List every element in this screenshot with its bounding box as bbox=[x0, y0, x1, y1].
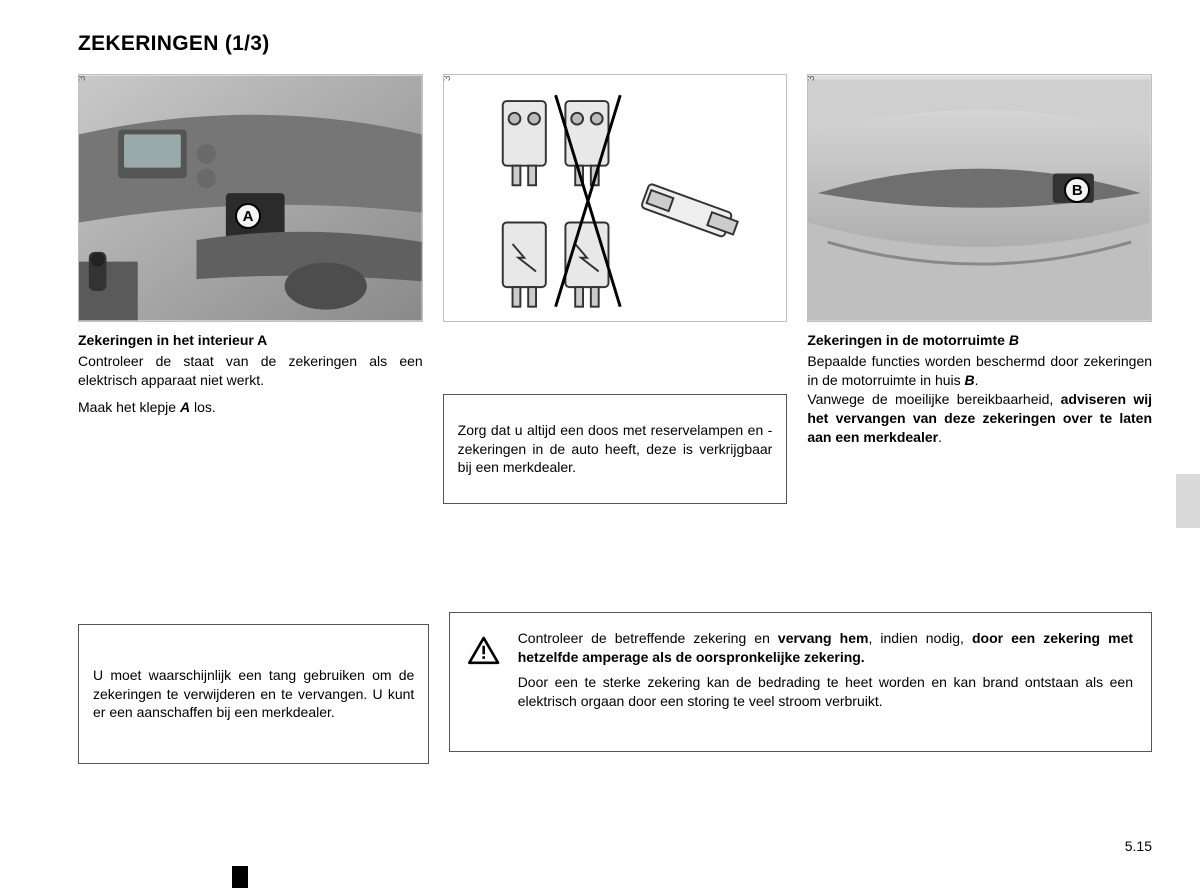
col3-heading: Zekeringen in de motorruimte B bbox=[807, 332, 1152, 348]
figure-id-left: 36993 bbox=[78, 74, 88, 81]
footer-mark bbox=[232, 866, 248, 888]
col3-p1-ital: B bbox=[965, 372, 975, 388]
col1-bottom-wrap: U moet waarschijnlijk een tang gebrui­ke… bbox=[78, 524, 429, 764]
col2-box1-text: Zorg dat u altijd een doos met reserve­l… bbox=[458, 421, 773, 478]
col1-p2-post: los. bbox=[190, 399, 216, 415]
col3-p2: Vanwege de moeilijke bereikbaarheid, adv… bbox=[807, 390, 1152, 447]
engine-illustration bbox=[808, 75, 1151, 321]
column-left: 36993 A Zekeringen in het interieur A Co… bbox=[78, 74, 423, 504]
interior-illustration bbox=[79, 75, 422, 321]
warn-l1-mid: , indien nodig, bbox=[868, 630, 972, 646]
warning-line1: Controleer de betreffende zekering en ve… bbox=[518, 629, 1133, 667]
figure-interior: 36993 A bbox=[78, 74, 423, 322]
col3-p1-pre: Bepaalde functies worden beschermd door … bbox=[807, 353, 1152, 388]
col3-p2-post: . bbox=[938, 429, 942, 445]
column-middle: 32868 Zorg dat u altijd een doos met res… bbox=[443, 74, 788, 504]
figure-id-middle: 32868 bbox=[443, 74, 453, 81]
col1-box-text: U moet waarschijnlijk een tang gebrui­ke… bbox=[93, 666, 414, 723]
figure-fuses: 32868 bbox=[443, 74, 788, 322]
warning-icon bbox=[468, 629, 499, 673]
bottom-row: U moet waarschijnlijk een tang gebrui­ke… bbox=[78, 524, 1152, 764]
col1-p2: Maak het klepje A los. bbox=[78, 398, 423, 417]
col1-pliers-box: U moet waarschijnlijk een tang gebrui­ke… bbox=[78, 624, 429, 764]
fuse-illustration bbox=[444, 75, 787, 321]
warning-line2: Door een te sterke zekering kan de bedra… bbox=[518, 673, 1133, 711]
warning-text: Controleer de betreffende zekering en ve… bbox=[518, 629, 1133, 717]
page-number: 5.15 bbox=[1125, 838, 1152, 854]
col2-reserve-box: Zorg dat u altijd een doos met reserve­l… bbox=[443, 394, 788, 504]
col1-heading: Zekeringen in het interieur A bbox=[78, 332, 423, 348]
figure-engine: 37018 B bbox=[807, 74, 1152, 322]
side-tab bbox=[1176, 474, 1200, 528]
col3-p1: Bepaalde functies worden beschermd door … bbox=[807, 352, 1152, 390]
warn-l1-pre: Controleer de betreffende zekering en bbox=[518, 630, 778, 646]
warning-wrap: Controleer de betreffende zekering en ve… bbox=[449, 524, 1152, 764]
col1-p2-bold: A bbox=[180, 399, 190, 415]
col3-heading-ital: B bbox=[1009, 332, 1019, 348]
col1-p1: Controleer de staat van de zekeringen al… bbox=[78, 352, 423, 390]
col1-p2-pre: Maak het klepje bbox=[78, 399, 180, 415]
warning-box: Controleer de betreffende zekering en ve… bbox=[449, 612, 1152, 752]
column-right: 37018 B Zekeringen in de motorruimte B B… bbox=[807, 74, 1152, 504]
col3-p2-pre: Vanwege de moeilijke bereikbaarheid, bbox=[807, 391, 1060, 407]
figure-row: 36993 A Zekeringen in het interieur A Co… bbox=[78, 74, 1152, 504]
figure-id-right: 37018 bbox=[807, 74, 817, 81]
col3-heading-pre: Zekeringen in de motorruimte bbox=[807, 332, 1008, 348]
page-title: ZEKERINGEN (1/3) bbox=[78, 32, 1152, 56]
warn-l1-b1: vervang hem bbox=[778, 630, 869, 646]
col3-p1-post: . bbox=[975, 372, 979, 388]
marker-a: A bbox=[235, 203, 261, 229]
